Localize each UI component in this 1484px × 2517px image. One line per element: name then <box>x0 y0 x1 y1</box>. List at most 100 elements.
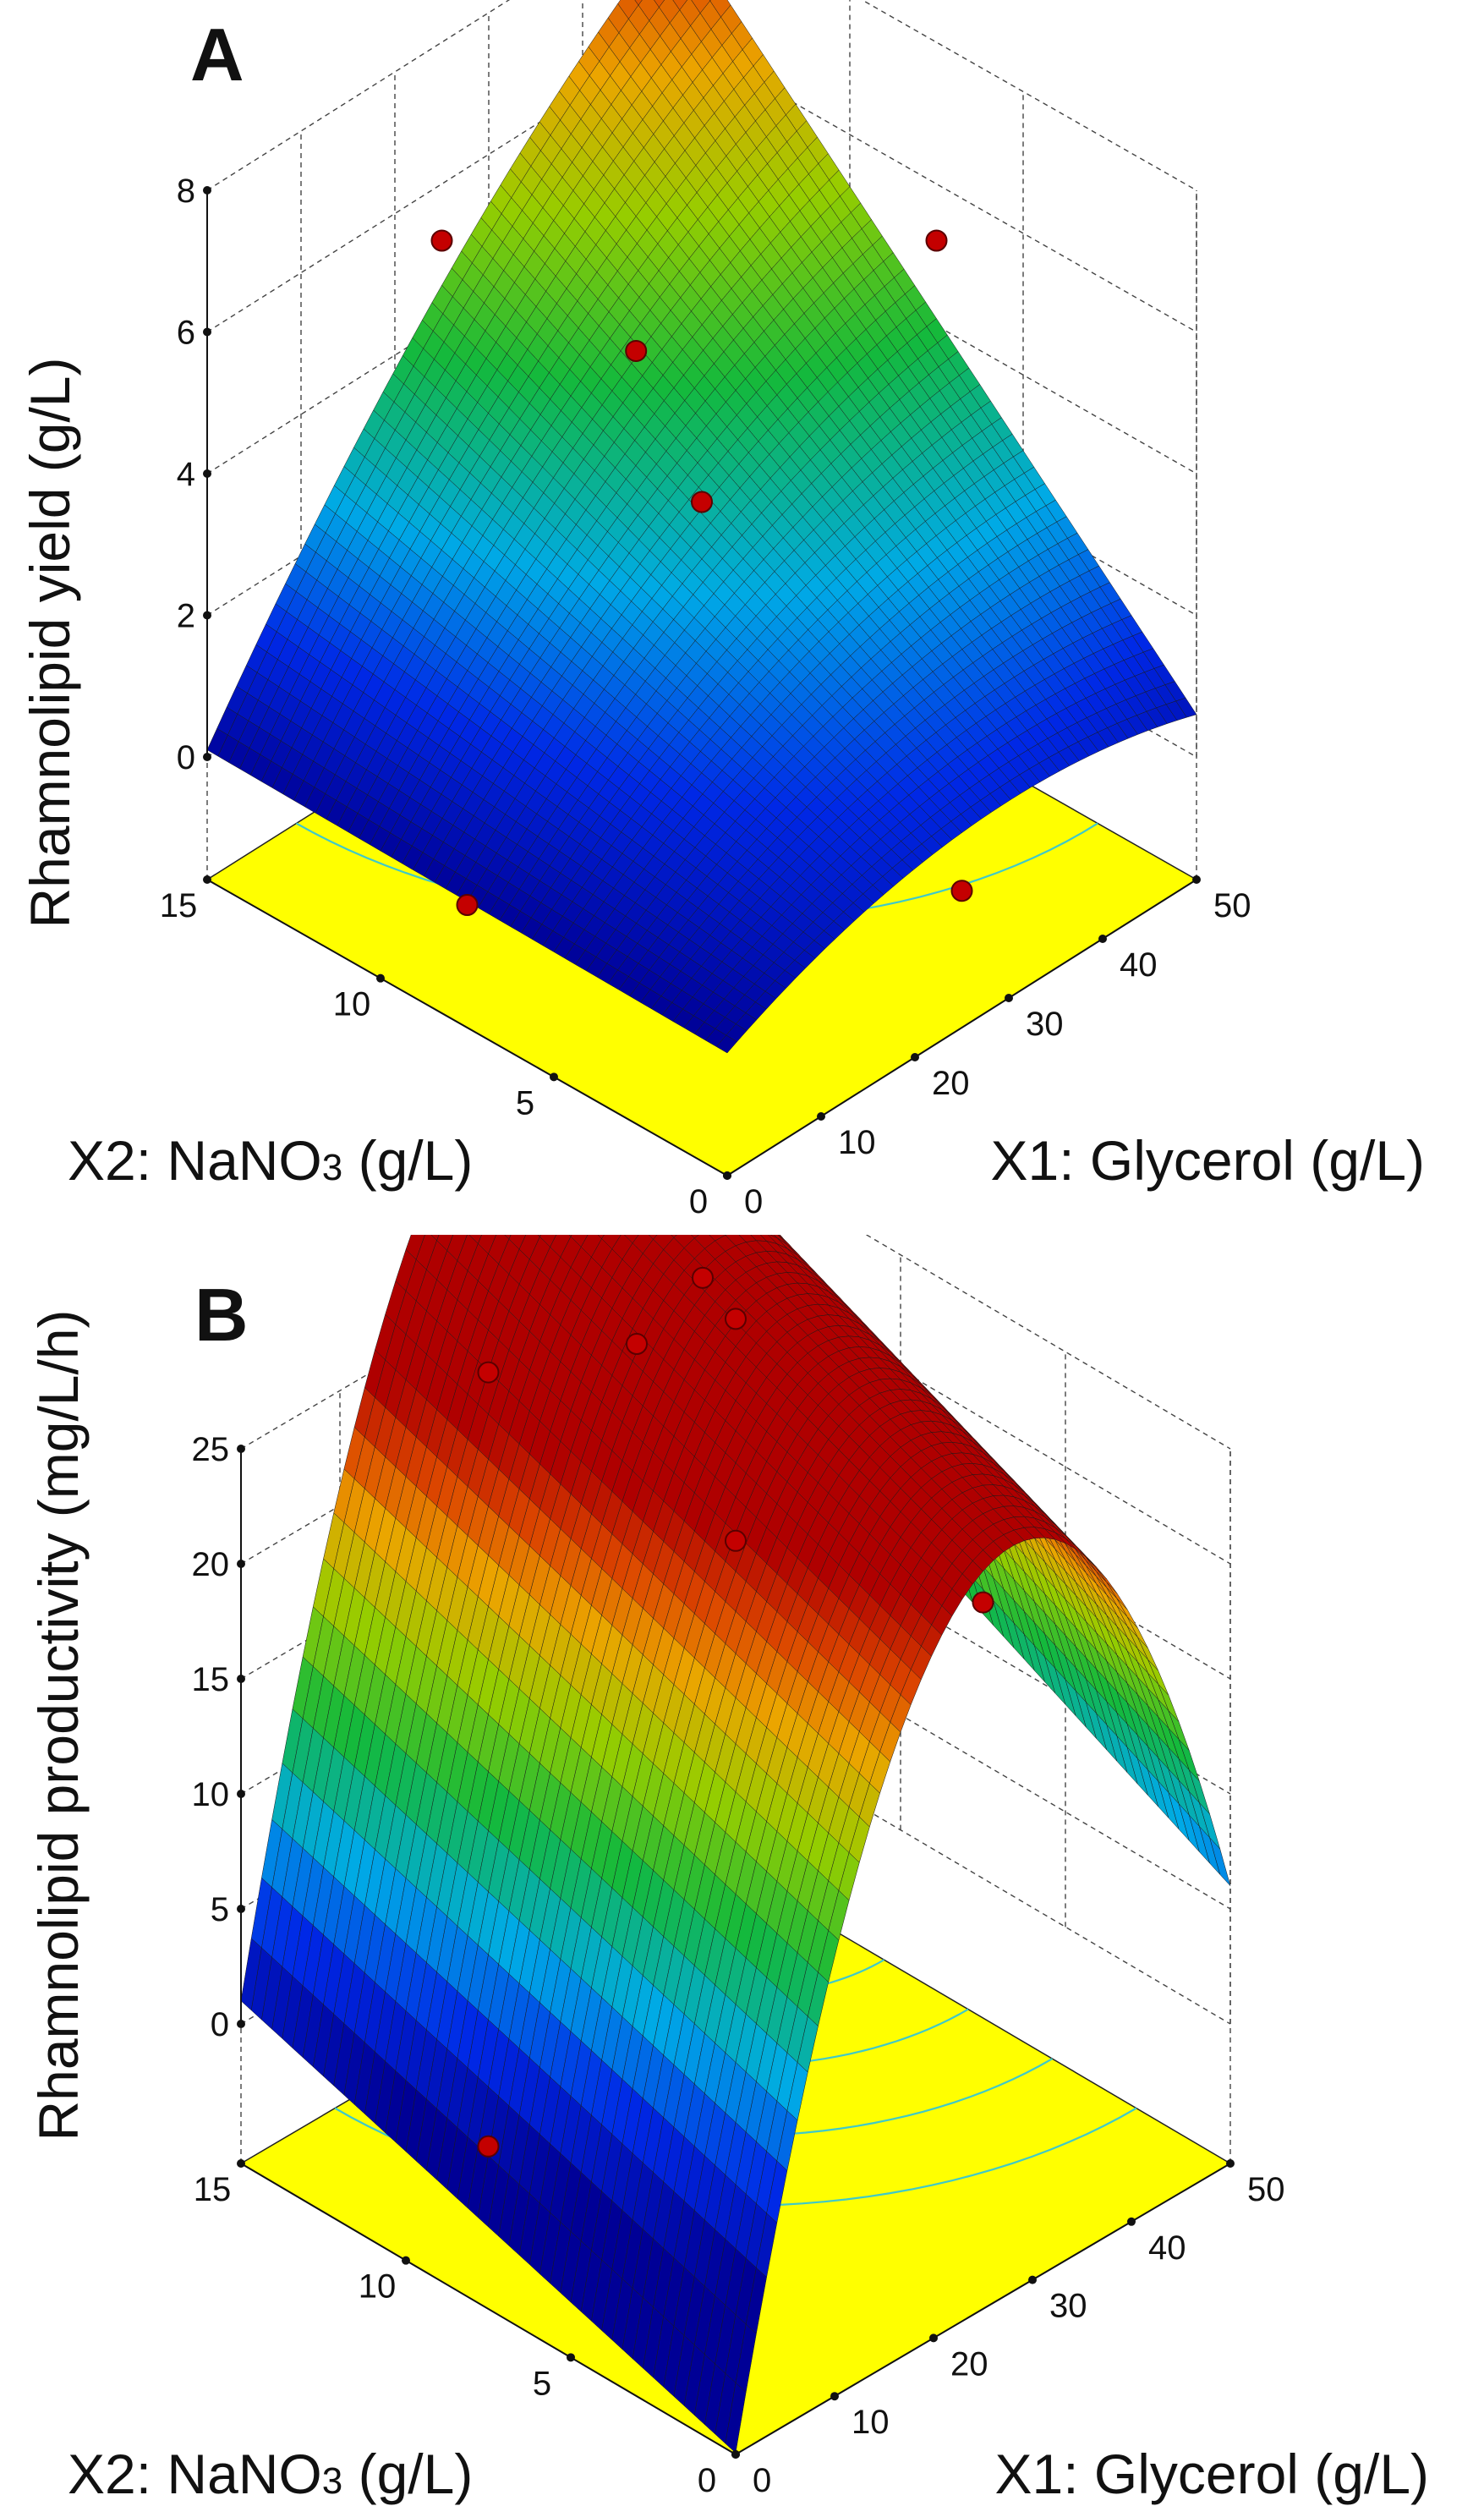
chart-panel-a: 0 2 4 6 8 0 5 10 15 0 10 20 30 40 50 A Rhamnolipid yield… <box>0 0 1484 1235</box>
x1-tick-label: 0 <box>744 1183 763 1220</box>
design-point <box>725 1529 747 1552</box>
design-point <box>430 229 453 252</box>
x1-tick-mark <box>731 2450 740 2459</box>
x2-tick-mark <box>237 2159 245 2168</box>
z-tick-mark <box>237 1445 245 1453</box>
panel-label: B <box>194 1273 249 1357</box>
chart-panel-b: 0 5 10 15 20 25 0 5 10 15 0 10 20 30 40 50 B Rhamnolipid … <box>0 1235 1484 2517</box>
x1-axis-line <box>735 2163 1231 2455</box>
x1-tick-label: 10 <box>838 1124 876 1161</box>
surface-facet <box>430 1235 440 1242</box>
response-surface <box>240 1235 1231 2454</box>
design-point <box>950 880 973 902</box>
z-tick-mark <box>203 327 211 337</box>
surface-facet <box>715 1034 737 1054</box>
x1-tick-mark <box>830 2392 839 2401</box>
surface-facet <box>654 0 665 8</box>
z-tick-mark <box>237 2020 245 2028</box>
x1-tick-label: 40 <box>1120 946 1158 984</box>
z-tick-label: 20 <box>192 1546 230 1583</box>
x2-tick-label: 0 <box>698 2462 716 2499</box>
x1-tick-mark <box>911 1053 919 1061</box>
x1-tick-label: 50 <box>1213 887 1251 924</box>
z-axis-label: Rhamnolipid productivity (mg/L/h) <box>27 1309 90 2141</box>
z-tick-label: 10 <box>192 1776 230 1813</box>
x1-tick-label: 30 <box>1049 2288 1087 2325</box>
design-point <box>626 1333 648 1355</box>
x1-axis-label: X1: Glycerol (g/L) <box>991 1129 1426 1192</box>
design-point <box>625 339 648 362</box>
x2-axis-line <box>240 2163 737 2455</box>
response-surface <box>206 0 1197 1054</box>
z-tick-label: 6 <box>177 315 195 352</box>
surface-facet <box>634 0 643 6</box>
z-tick-mark <box>203 469 211 478</box>
z-tick-mark <box>237 1560 245 1568</box>
x1-tick-mark <box>1098 935 1107 943</box>
wall-grid-line <box>206 35 1197 333</box>
x2-axis-label: X2: NaNO3 (g/L) <box>68 1129 473 1192</box>
wall-grid-line <box>206 0 1197 191</box>
z-tick-label: 0 <box>211 2006 229 2043</box>
x2-tick-mark <box>376 973 385 983</box>
z-tick-mark <box>203 611 211 620</box>
panel-label: A <box>190 13 244 96</box>
z-tick-mark <box>237 1905 245 1913</box>
x1-tick-mark <box>929 2333 938 2343</box>
x2-tick-label: 15 <box>160 887 198 924</box>
x1-tick-mark <box>1127 2217 1136 2226</box>
x1-tick-label: 0 <box>753 2462 771 2499</box>
z-tick-label: 15 <box>192 1661 230 1698</box>
design-points <box>430 229 973 916</box>
x2-tick-mark <box>402 2256 410 2265</box>
response-surface-chart-a: 0 2 4 6 8 0 5 10 15 0 10 20 30 40 50 A Rhamnolipid yield… <box>19 0 1426 1220</box>
surface-facet <box>648 1235 658 1240</box>
x1-tick-label: 50 <box>1247 2171 1285 2208</box>
z-tick-label: 5 <box>211 1891 229 1928</box>
surface-facet <box>597 1235 605 1239</box>
x1-tick-label: 20 <box>932 1065 970 1102</box>
x2-tick-mark <box>203 875 211 884</box>
design-point <box>925 229 948 252</box>
design-point <box>691 491 713 513</box>
x2-tick-label: 5 <box>516 1084 534 1121</box>
response-surface-chart-b: 0 5 10 15 20 25 0 5 10 15 0 10 20 30 40 50 B Rhamnolipid … <box>27 1235 1430 2505</box>
surface-facet <box>671 1235 677 1238</box>
x1-tick-label: 30 <box>1026 1006 1064 1043</box>
z-tick-label: 4 <box>177 456 195 493</box>
x1-tick-mark <box>1192 875 1201 884</box>
x2-tick-mark <box>567 2353 575 2362</box>
x1-tick-mark <box>1226 2159 1235 2168</box>
z-tick-label: 0 <box>177 739 195 776</box>
x2-axis-label: X2: NaNO3 (g/L) <box>68 2443 473 2505</box>
x1-tick-mark <box>1005 994 1013 1002</box>
design-point <box>477 1361 500 1384</box>
z-tick-mark <box>237 1790 245 1798</box>
x2-axis-line <box>206 879 728 1176</box>
design-points <box>477 1266 994 2158</box>
z-tick-label: 25 <box>192 1431 230 1468</box>
design-point <box>456 894 479 916</box>
x1-axis-label: X1: Glycerol (g/L) <box>995 2443 1430 2505</box>
z-tick-mark <box>237 1675 245 1683</box>
x2-tick-label: 10 <box>359 2268 397 2306</box>
x2-tick-label: 5 <box>533 2365 551 2402</box>
x1-tick-label: 20 <box>950 2345 988 2383</box>
design-point <box>477 2135 500 2158</box>
x1-tick-mark <box>1028 2275 1037 2284</box>
design-point <box>725 1308 747 1330</box>
x2-tick-mark <box>550 1072 558 1082</box>
z-axis-label: Rhamnolipid yield (g/L) <box>19 358 81 929</box>
x2-tick-label: 15 <box>194 2171 232 2208</box>
surface-facet <box>725 2382 747 2454</box>
z-tick-mark <box>203 186 211 195</box>
x1-tick-mark <box>723 1171 731 1180</box>
z-tick-mark <box>203 753 211 761</box>
x2-tick-label: 10 <box>333 986 371 1023</box>
x1-tick-mark <box>817 1112 825 1121</box>
z-tick-label: 8 <box>177 173 195 210</box>
x1-axis-line <box>726 879 1197 1176</box>
x1-tick-label: 40 <box>1148 2229 1186 2267</box>
design-point <box>692 1266 714 1289</box>
x2-tick-label: 0 <box>689 1183 708 1220</box>
